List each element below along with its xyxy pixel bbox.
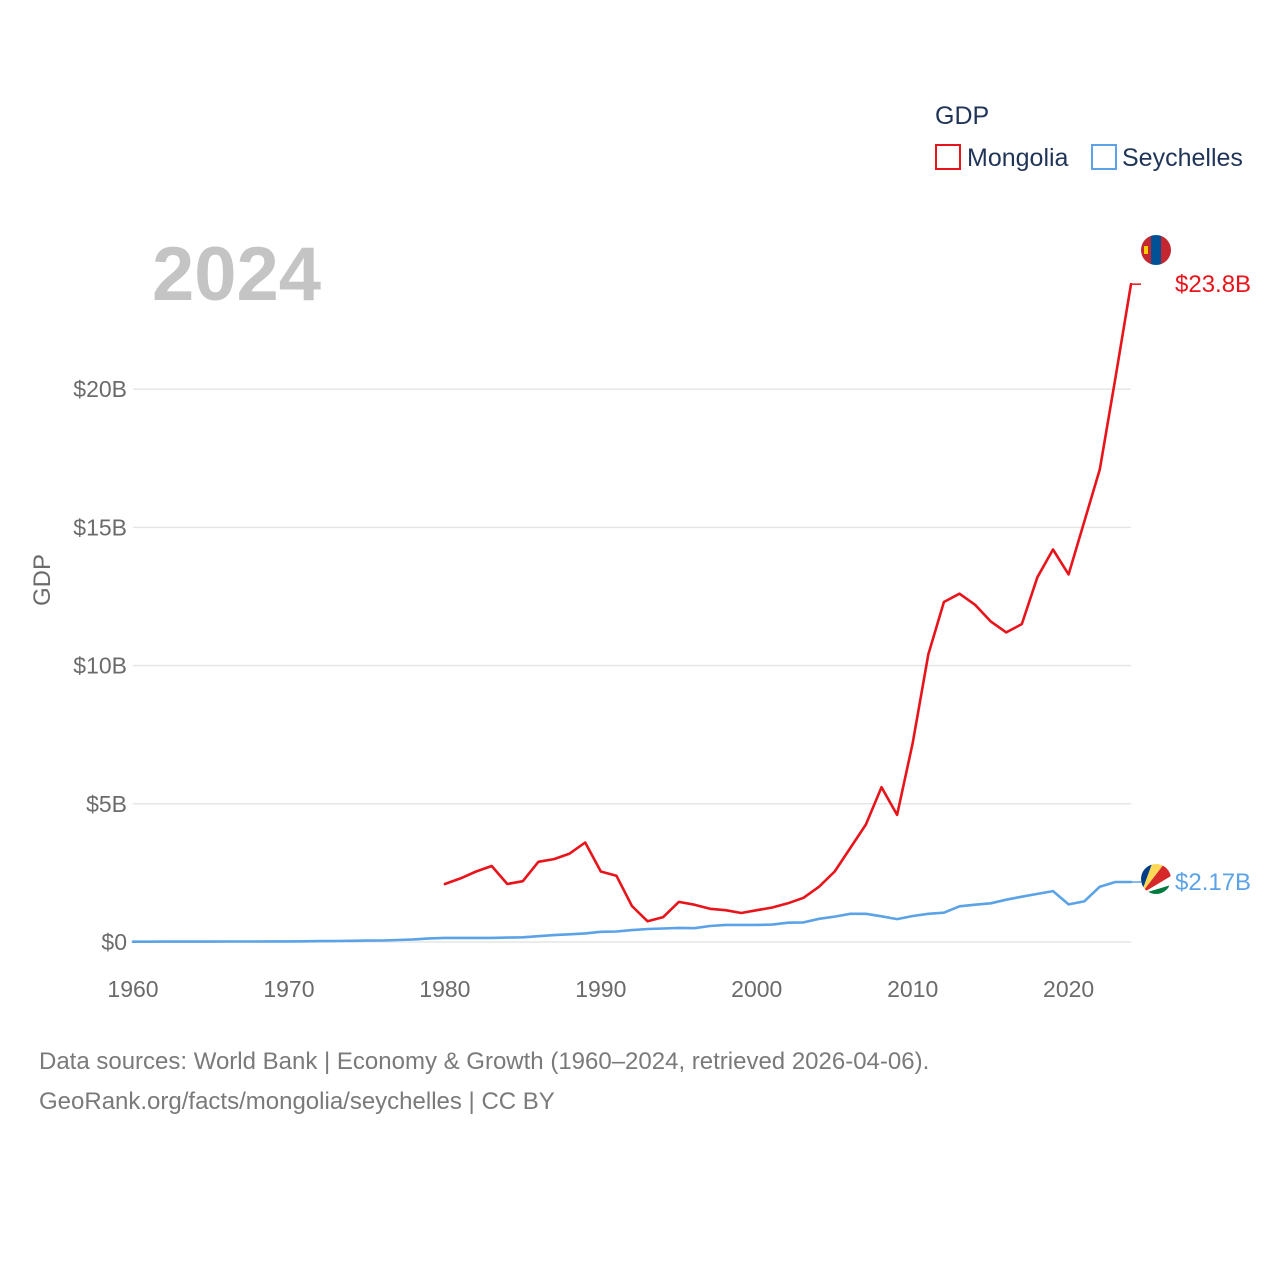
series-line-mongolia <box>443 282 1133 923</box>
source-line-1: Data sources: World Bank | Economy & Gro… <box>39 1048 930 1075</box>
x-tick-label: 2000 <box>731 976 782 1002</box>
y-axis-label: GDP <box>29 554 56 606</box>
grid-layer <box>133 388 1131 943</box>
x-tick-label: 1990 <box>575 976 626 1002</box>
y-tick-label: $10B <box>73 653 127 679</box>
mongolia-flag-icon <box>1141 235 1171 265</box>
legend: GDP Mongolia Seychelles <box>935 102 1243 172</box>
x-axis-ticks: 1960 1970 1980 1990 2000 2010 2020 <box>107 976 1094 1002</box>
x-tick-label: 1960 <box>107 976 158 1002</box>
year-watermark: 2024 <box>152 232 321 317</box>
legend-title: GDP <box>935 102 989 130</box>
source-line-2[interactable]: GeoRank.org/facts/mongolia/seychelles | … <box>39 1088 555 1115</box>
y-tick-label: $0 <box>101 929 127 955</box>
legend-label-seychelles: Seychelles <box>1122 144 1243 172</box>
y-tick-label: $5B <box>86 791 127 817</box>
series-line-seychelles <box>131 880 1133 944</box>
legend-item-seychelles[interactable]: Seychelles <box>1091 144 1243 172</box>
end-value-label-mongolia: $23.8B <box>1175 271 1251 298</box>
x-tick-label: 2020 <box>1043 976 1094 1002</box>
data-source-note: Data sources: World Bank | Economy & Gro… <box>39 1042 929 1122</box>
x-tick-label: 1980 <box>419 976 470 1002</box>
legend-swatch-seychelles <box>1091 144 1117 170</box>
y-axis-ticks: $0 $5B $10B $15B $20B <box>73 376 127 955</box>
seychelles-flag-icon <box>1141 864 1171 894</box>
x-tick-label: 2010 <box>887 976 938 1002</box>
series-layer <box>131 282 1133 944</box>
end-markers: $23.8B $2.17B <box>1131 271 1251 896</box>
y-tick-label: $15B <box>73 514 127 540</box>
legend-item-mongolia[interactable]: Mongolia <box>935 144 1069 172</box>
legend-label-mongolia: Mongolia <box>967 144 1069 172</box>
end-value-label-seychelles: $2.17B <box>1175 869 1251 896</box>
y-tick-label: $20B <box>73 376 127 402</box>
x-tick-label: 1970 <box>263 976 314 1002</box>
legend-swatch-mongolia <box>935 144 961 170</box>
